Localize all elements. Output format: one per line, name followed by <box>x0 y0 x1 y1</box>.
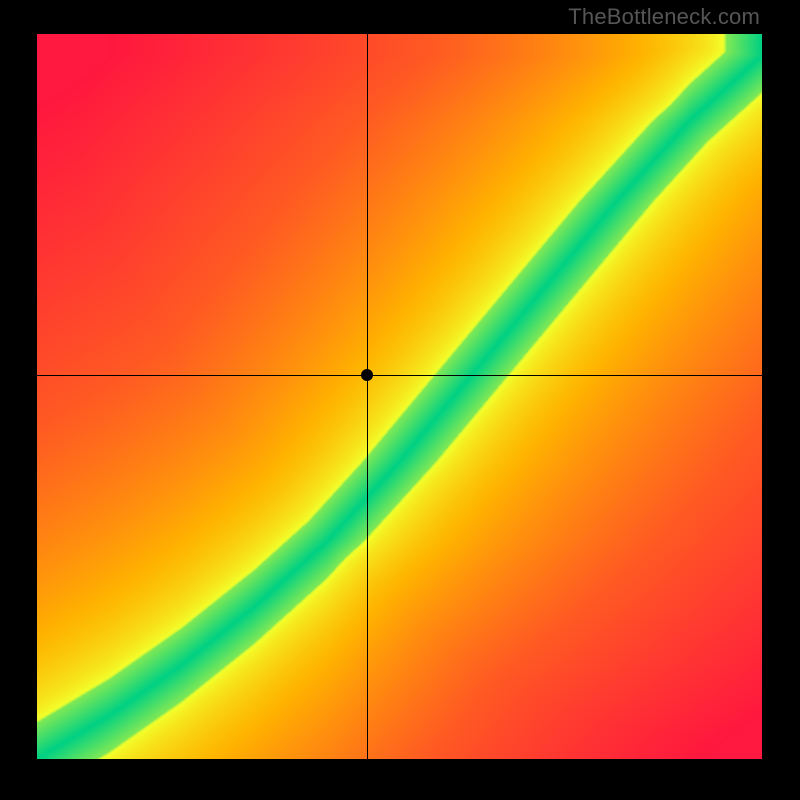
crosshair-horizontal <box>37 375 762 376</box>
bottleneck-heatmap <box>37 34 762 759</box>
watermark-text: TheBottleneck.com <box>568 4 760 30</box>
analysis-marker-dot <box>361 369 373 381</box>
crosshair-vertical <box>367 34 368 759</box>
